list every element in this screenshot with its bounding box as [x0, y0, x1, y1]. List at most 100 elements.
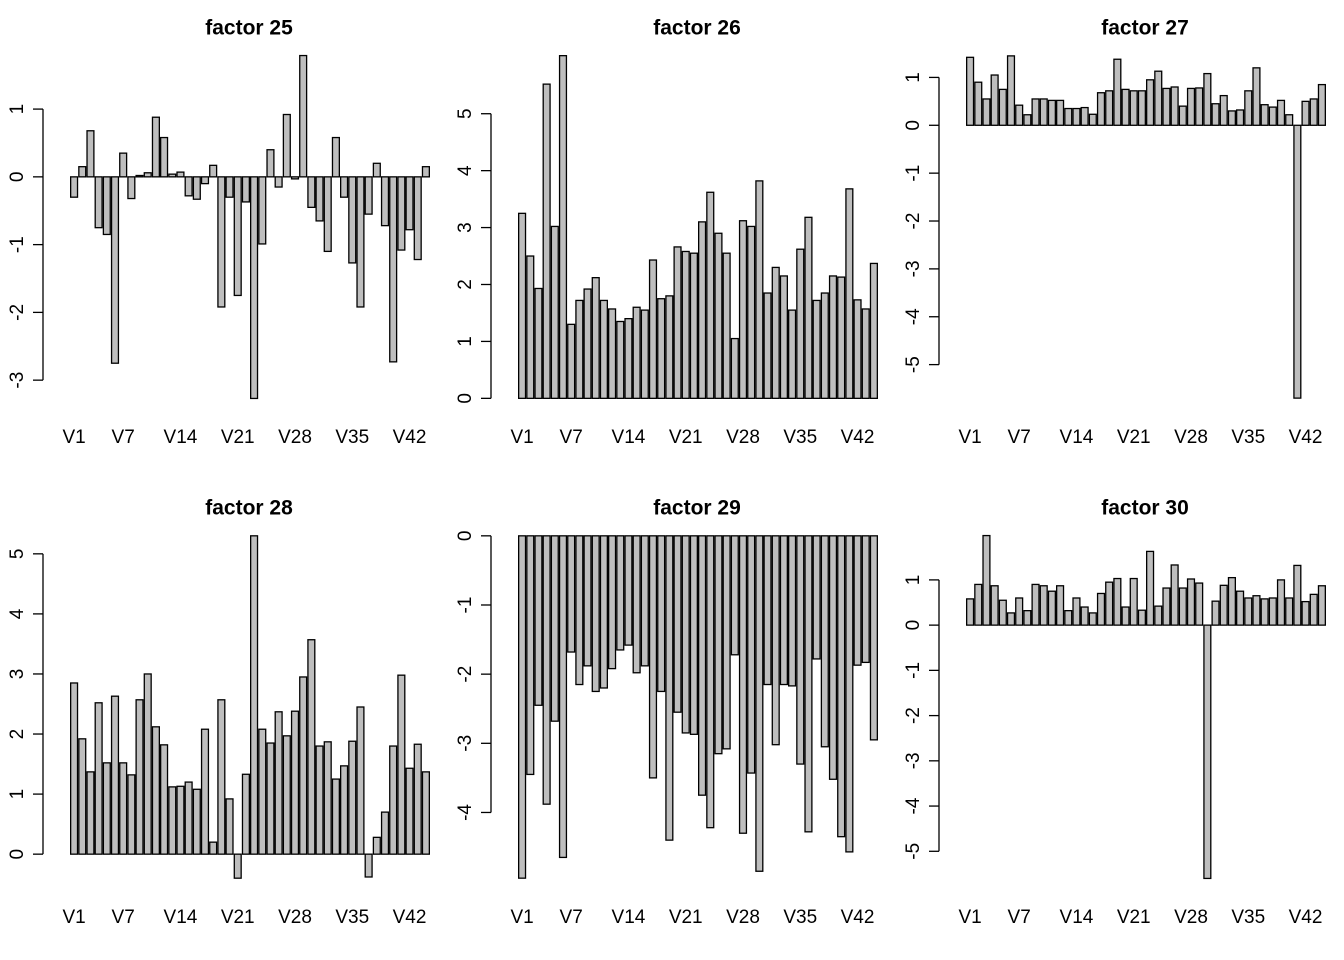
- bar: [110, 695, 120, 855]
- bar: [282, 735, 291, 855]
- bar: [1031, 98, 1040, 126]
- x-tick-label: V7: [112, 427, 135, 448]
- bar: [1317, 585, 1326, 626]
- bar: [241, 176, 250, 203]
- bar: [575, 299, 584, 399]
- bar: [1088, 612, 1097, 626]
- bar: [200, 176, 210, 185]
- bar: [1064, 610, 1073, 626]
- bar: [217, 699, 226, 855]
- x-tick-label: V14: [1060, 907, 1094, 928]
- y-tick-label: 2: [7, 729, 28, 740]
- bar: [364, 176, 373, 215]
- bar: [788, 535, 797, 687]
- x-tick-label: V28: [1174, 427, 1208, 448]
- bar: [1236, 109, 1245, 126]
- bar: [714, 232, 723, 399]
- x-tick-label: V35: [1231, 427, 1265, 448]
- y-tick-label: 4: [455, 165, 476, 176]
- bar: [747, 535, 756, 774]
- y-tick-label: -2: [903, 213, 924, 230]
- bar: [599, 299, 608, 399]
- y-tick-label: 0: [903, 620, 924, 631]
- bar: [233, 853, 242, 879]
- panel: factor 29 -4 -3 -2 -1 0 V1 V7 V14 V21 V28 V35 V42: [455, 497, 878, 928]
- bar: [804, 535, 813, 833]
- bar: [143, 673, 152, 855]
- x-tick-label: V28: [278, 907, 312, 928]
- bar: [127, 176, 136, 200]
- bar: [421, 771, 430, 855]
- x-tick-label: V42: [1289, 427, 1323, 448]
- bar: [771, 266, 780, 399]
- bar: [681, 250, 690, 399]
- bar: [397, 674, 406, 855]
- bar: [1154, 70, 1163, 126]
- x-tick-label: V42: [393, 907, 427, 928]
- bar: [143, 172, 152, 178]
- bar: [698, 535, 707, 796]
- bar: [788, 309, 797, 399]
- bar: [151, 116, 160, 178]
- bar: [1211, 600, 1220, 626]
- bar: [94, 702, 103, 855]
- y-tick-label: 1: [903, 72, 924, 83]
- bar: [1203, 72, 1212, 126]
- bar: [616, 535, 625, 651]
- bar: [657, 535, 666, 693]
- y-tick-label: 0: [903, 120, 924, 131]
- bar: [982, 98, 991, 126]
- panel: factor 26 0 1 2 3 4 5 V1 V7 V14 V21 V28 V35 V42: [455, 17, 878, 448]
- bar: [266, 742, 275, 855]
- bar: [640, 309, 649, 399]
- y-tick-label: 1: [7, 104, 28, 115]
- bar: [608, 308, 617, 399]
- bar: [1105, 581, 1114, 626]
- bar: [624, 317, 633, 399]
- bar: [241, 773, 250, 855]
- bar: [575, 535, 584, 686]
- x-tick-label: V42: [1289, 907, 1323, 928]
- bar: [1072, 107, 1081, 126]
- bar: [550, 535, 559, 722]
- panel: factor 28 0 1 2 3 4 5 V1 V7 V14 V21 V28 V35 V42: [7, 497, 430, 928]
- bar: [990, 585, 999, 626]
- x-tick-label: V14: [612, 907, 646, 928]
- bar: [1121, 606, 1130, 626]
- bar: [1227, 110, 1236, 126]
- x-tick-label: V1: [510, 907, 533, 928]
- bar: [1137, 609, 1146, 626]
- x-tick-label: V42: [393, 427, 427, 448]
- bar: [160, 744, 169, 855]
- bar: [405, 176, 414, 231]
- bar: [372, 162, 381, 178]
- bar: [648, 259, 658, 399]
- bar: [1072, 597, 1081, 626]
- bar: [119, 152, 128, 178]
- bar: [1056, 99, 1065, 126]
- bar: [1121, 88, 1130, 126]
- bar: [763, 535, 772, 686]
- bar: [380, 811, 390, 855]
- panel: factor 27 -5 -4 -3 -2 -1 0 1 V1 V7 V14 V21 V28 V35 V42: [903, 17, 1326, 448]
- bar: [1129, 90, 1138, 126]
- bar: [282, 113, 291, 178]
- x-tick-label: V35: [783, 427, 817, 448]
- bar: [356, 706, 365, 855]
- bar: [70, 176, 79, 198]
- y-tick-label: -5: [903, 356, 924, 373]
- bar: [982, 534, 991, 626]
- bar: [78, 738, 87, 855]
- bar: [853, 535, 862, 666]
- chart-title: factor 29: [653, 497, 741, 520]
- bar: [1195, 582, 1204, 626]
- bar: [78, 166, 87, 178]
- y-tick-label: -1: [903, 165, 924, 182]
- bar: [323, 176, 332, 253]
- y-tick-label: 0: [455, 531, 476, 542]
- bar: [299, 676, 308, 855]
- bar: [1195, 87, 1204, 126]
- bar: [755, 535, 764, 872]
- bar: [763, 292, 772, 399]
- bar: [233, 176, 242, 297]
